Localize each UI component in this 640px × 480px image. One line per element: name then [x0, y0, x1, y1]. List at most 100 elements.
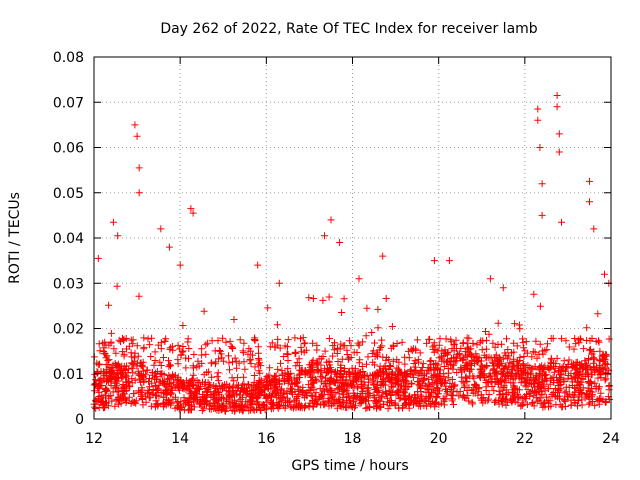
- data-point: [172, 393, 179, 401]
- data-point: [435, 401, 443, 409]
- data-point: [523, 349, 531, 357]
- data-point: [342, 376, 350, 384]
- data-point: [539, 366, 547, 374]
- data-point: [596, 370, 604, 378]
- data-point: [108, 397, 116, 405]
- data-point: [536, 394, 544, 402]
- data-point: [329, 352, 337, 360]
- data-point: [574, 387, 582, 395]
- data-point: [414, 358, 422, 366]
- data-point: [201, 378, 209, 386]
- data-point: [592, 383, 600, 391]
- data-point: [602, 369, 610, 377]
- data-point: [578, 360, 586, 368]
- data-point: [146, 375, 153, 382]
- x-axis-title: GPS time / hours: [291, 458, 408, 474]
- data-point: [115, 336, 123, 344]
- data-point: [131, 349, 139, 357]
- data-point: [580, 363, 587, 371]
- data-point: [253, 381, 261, 389]
- data-point: [531, 375, 539, 383]
- data-point: [539, 381, 547, 389]
- data-point: [281, 342, 289, 350]
- data-point: [94, 254, 102, 262]
- data-point: [547, 335, 555, 342]
- data-point: [362, 332, 370, 340]
- data-point: [529, 348, 537, 356]
- data-point: [534, 116, 542, 124]
- data-point: [356, 395, 363, 403]
- data-point: [405, 354, 413, 362]
- data-point: [332, 370, 340, 378]
- data-point: [346, 394, 354, 402]
- data-point: [500, 382, 508, 390]
- data-point: [534, 105, 542, 113]
- data-point: [127, 349, 135, 357]
- data-point: [293, 359, 301, 366]
- data-point: [95, 361, 103, 369]
- data-point: [496, 391, 504, 399]
- data-point: [422, 394, 430, 402]
- data-point: [557, 381, 565, 388]
- data-point: [109, 218, 117, 226]
- y-tick-label: 0.06: [53, 141, 84, 157]
- data-point: [581, 357, 589, 365]
- data-point: [187, 377, 195, 385]
- data-point: [328, 375, 335, 383]
- data-point: [601, 398, 609, 406]
- data-point: [526, 390, 534, 397]
- data-point: [398, 338, 406, 346]
- data-point: [553, 103, 561, 111]
- data-point: [113, 282, 121, 290]
- data-point: [203, 339, 211, 347]
- data-point: [590, 225, 598, 233]
- data-point: [180, 400, 188, 408]
- data-point: [231, 406, 239, 414]
- data-point: [401, 376, 409, 384]
- data-point: [189, 362, 197, 370]
- data-point: [123, 397, 130, 405]
- data-point: [450, 341, 458, 349]
- data-point: [220, 357, 228, 365]
- data-point: [564, 372, 572, 379]
- data-point: [198, 351, 206, 359]
- data-point: [120, 350, 128, 358]
- data-point: [91, 370, 99, 378]
- data-point: [557, 370, 564, 378]
- data-point: [95, 388, 103, 396]
- data-point: [483, 336, 490, 344]
- data-point: [532, 337, 540, 345]
- data-point: [246, 356, 254, 364]
- data-point: [535, 379, 543, 386]
- data-point: [432, 393, 440, 401]
- data-point: [182, 377, 190, 385]
- data-point: [313, 400, 320, 408]
- data-point: [449, 391, 457, 399]
- data-point: [165, 363, 173, 371]
- data-point: [176, 261, 184, 269]
- data-point: [150, 361, 158, 369]
- data-point: [160, 354, 167, 361]
- data-point: [414, 388, 422, 396]
- data-point: [168, 389, 176, 397]
- data-point: [117, 338, 124, 346]
- data-point: [316, 385, 324, 393]
- data-point: [301, 339, 309, 347]
- data-point: [274, 403, 282, 411]
- data-point: [162, 399, 170, 406]
- data-point: [544, 340, 551, 348]
- data-point: [300, 340, 308, 348]
- data-point: [334, 396, 342, 404]
- data-point: [303, 369, 311, 377]
- data-point: [325, 335, 333, 342]
- data-point: [463, 377, 471, 385]
- data-point: [199, 391, 206, 398]
- data-point: [376, 366, 383, 374]
- data-point: [154, 385, 162, 393]
- data-point: [445, 369, 453, 377]
- data-point: [424, 364, 432, 372]
- data-point: [239, 347, 247, 355]
- y-tick-label: 0.03: [53, 276, 84, 292]
- data-point: [481, 374, 488, 382]
- data-point: [361, 372, 368, 380]
